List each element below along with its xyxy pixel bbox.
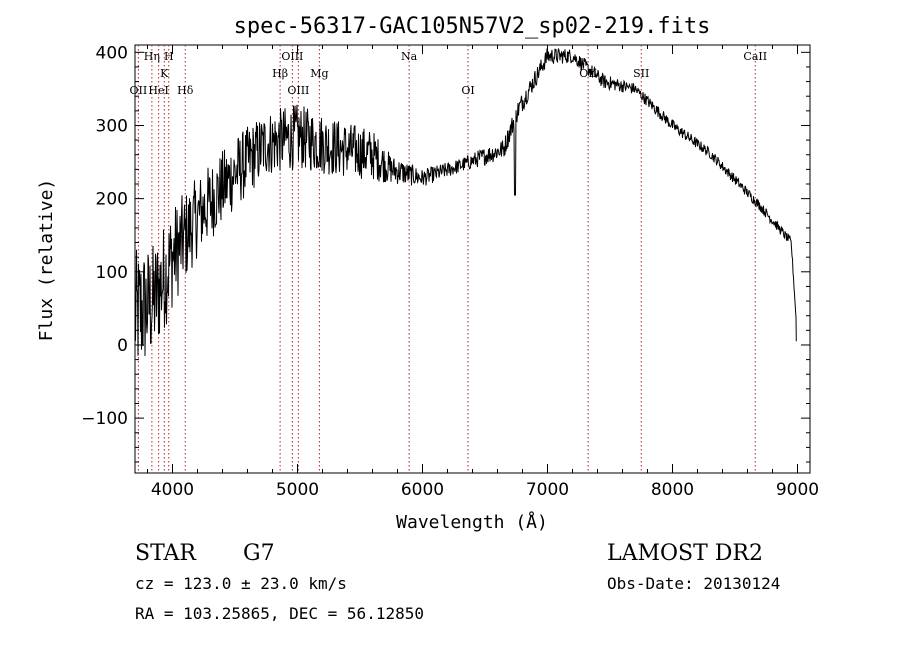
line-label: CaII — [743, 50, 767, 63]
y-tick-label: 400 — [96, 43, 128, 63]
axis-ticks — [135, 45, 810, 473]
line-label: OI — [461, 84, 474, 97]
line-label: K — [160, 67, 169, 80]
x-tick-label: 6000 — [401, 480, 444, 500]
radec-text: RA = 103.25865, DEC = 56.12850 — [135, 604, 424, 623]
spectral-line-markers — [137, 45, 756, 473]
y-tick-label: 300 — [96, 116, 128, 136]
line-label: Hβ — [272, 67, 288, 80]
plot-frame — [134, 44, 811, 474]
x-tick-label: 9000 — [776, 480, 819, 500]
x-axis-label: Wavelength (Å) — [396, 511, 548, 533]
x-tick-label: 5000 — [276, 480, 319, 500]
line-label: Na — [401, 50, 418, 63]
line-label: SII — [633, 67, 649, 80]
axis-tick-labels: 4000 5000 6000 7000 8000 9000 −100 0 100 200 300 40… — [81, 43, 819, 500]
line-label: H — [164, 50, 174, 63]
line-label: HeI — [148, 84, 168, 97]
line-label: OIII — [287, 84, 309, 97]
line-label: OIII — [281, 50, 303, 63]
cz-text: cz = 123.0 ± 23.0 km/s — [135, 574, 347, 593]
chart-title: spec-56317-GAC105N57V2_sp02-219.fits — [234, 14, 711, 39]
spectrum-series-line — [134, 48, 797, 357]
y-tick-label: 0 — [117, 336, 128, 356]
line-label: Hδ — [177, 84, 194, 97]
subclass-label: G7 — [243, 541, 275, 566]
line-label: OII — [130, 84, 148, 97]
y-axis-label: Flux (relative) — [36, 179, 57, 342]
y-tick-label: 200 — [96, 190, 128, 210]
survey-label: LAMOST DR2 — [607, 541, 763, 566]
y-tick-label: −100 — [81, 409, 128, 429]
line-label: Hη — [144, 50, 160, 63]
line-label: Mg — [310, 67, 328, 80]
x-tick-label: 4000 — [151, 480, 194, 500]
obsdate-text: Obs-Date: 20130124 — [607, 574, 780, 593]
x-tick-label: 8000 — [651, 480, 694, 500]
class-label: STAR — [135, 541, 197, 566]
y-tick-label: 100 — [96, 263, 128, 283]
x-tick-label: 7000 — [526, 480, 569, 500]
